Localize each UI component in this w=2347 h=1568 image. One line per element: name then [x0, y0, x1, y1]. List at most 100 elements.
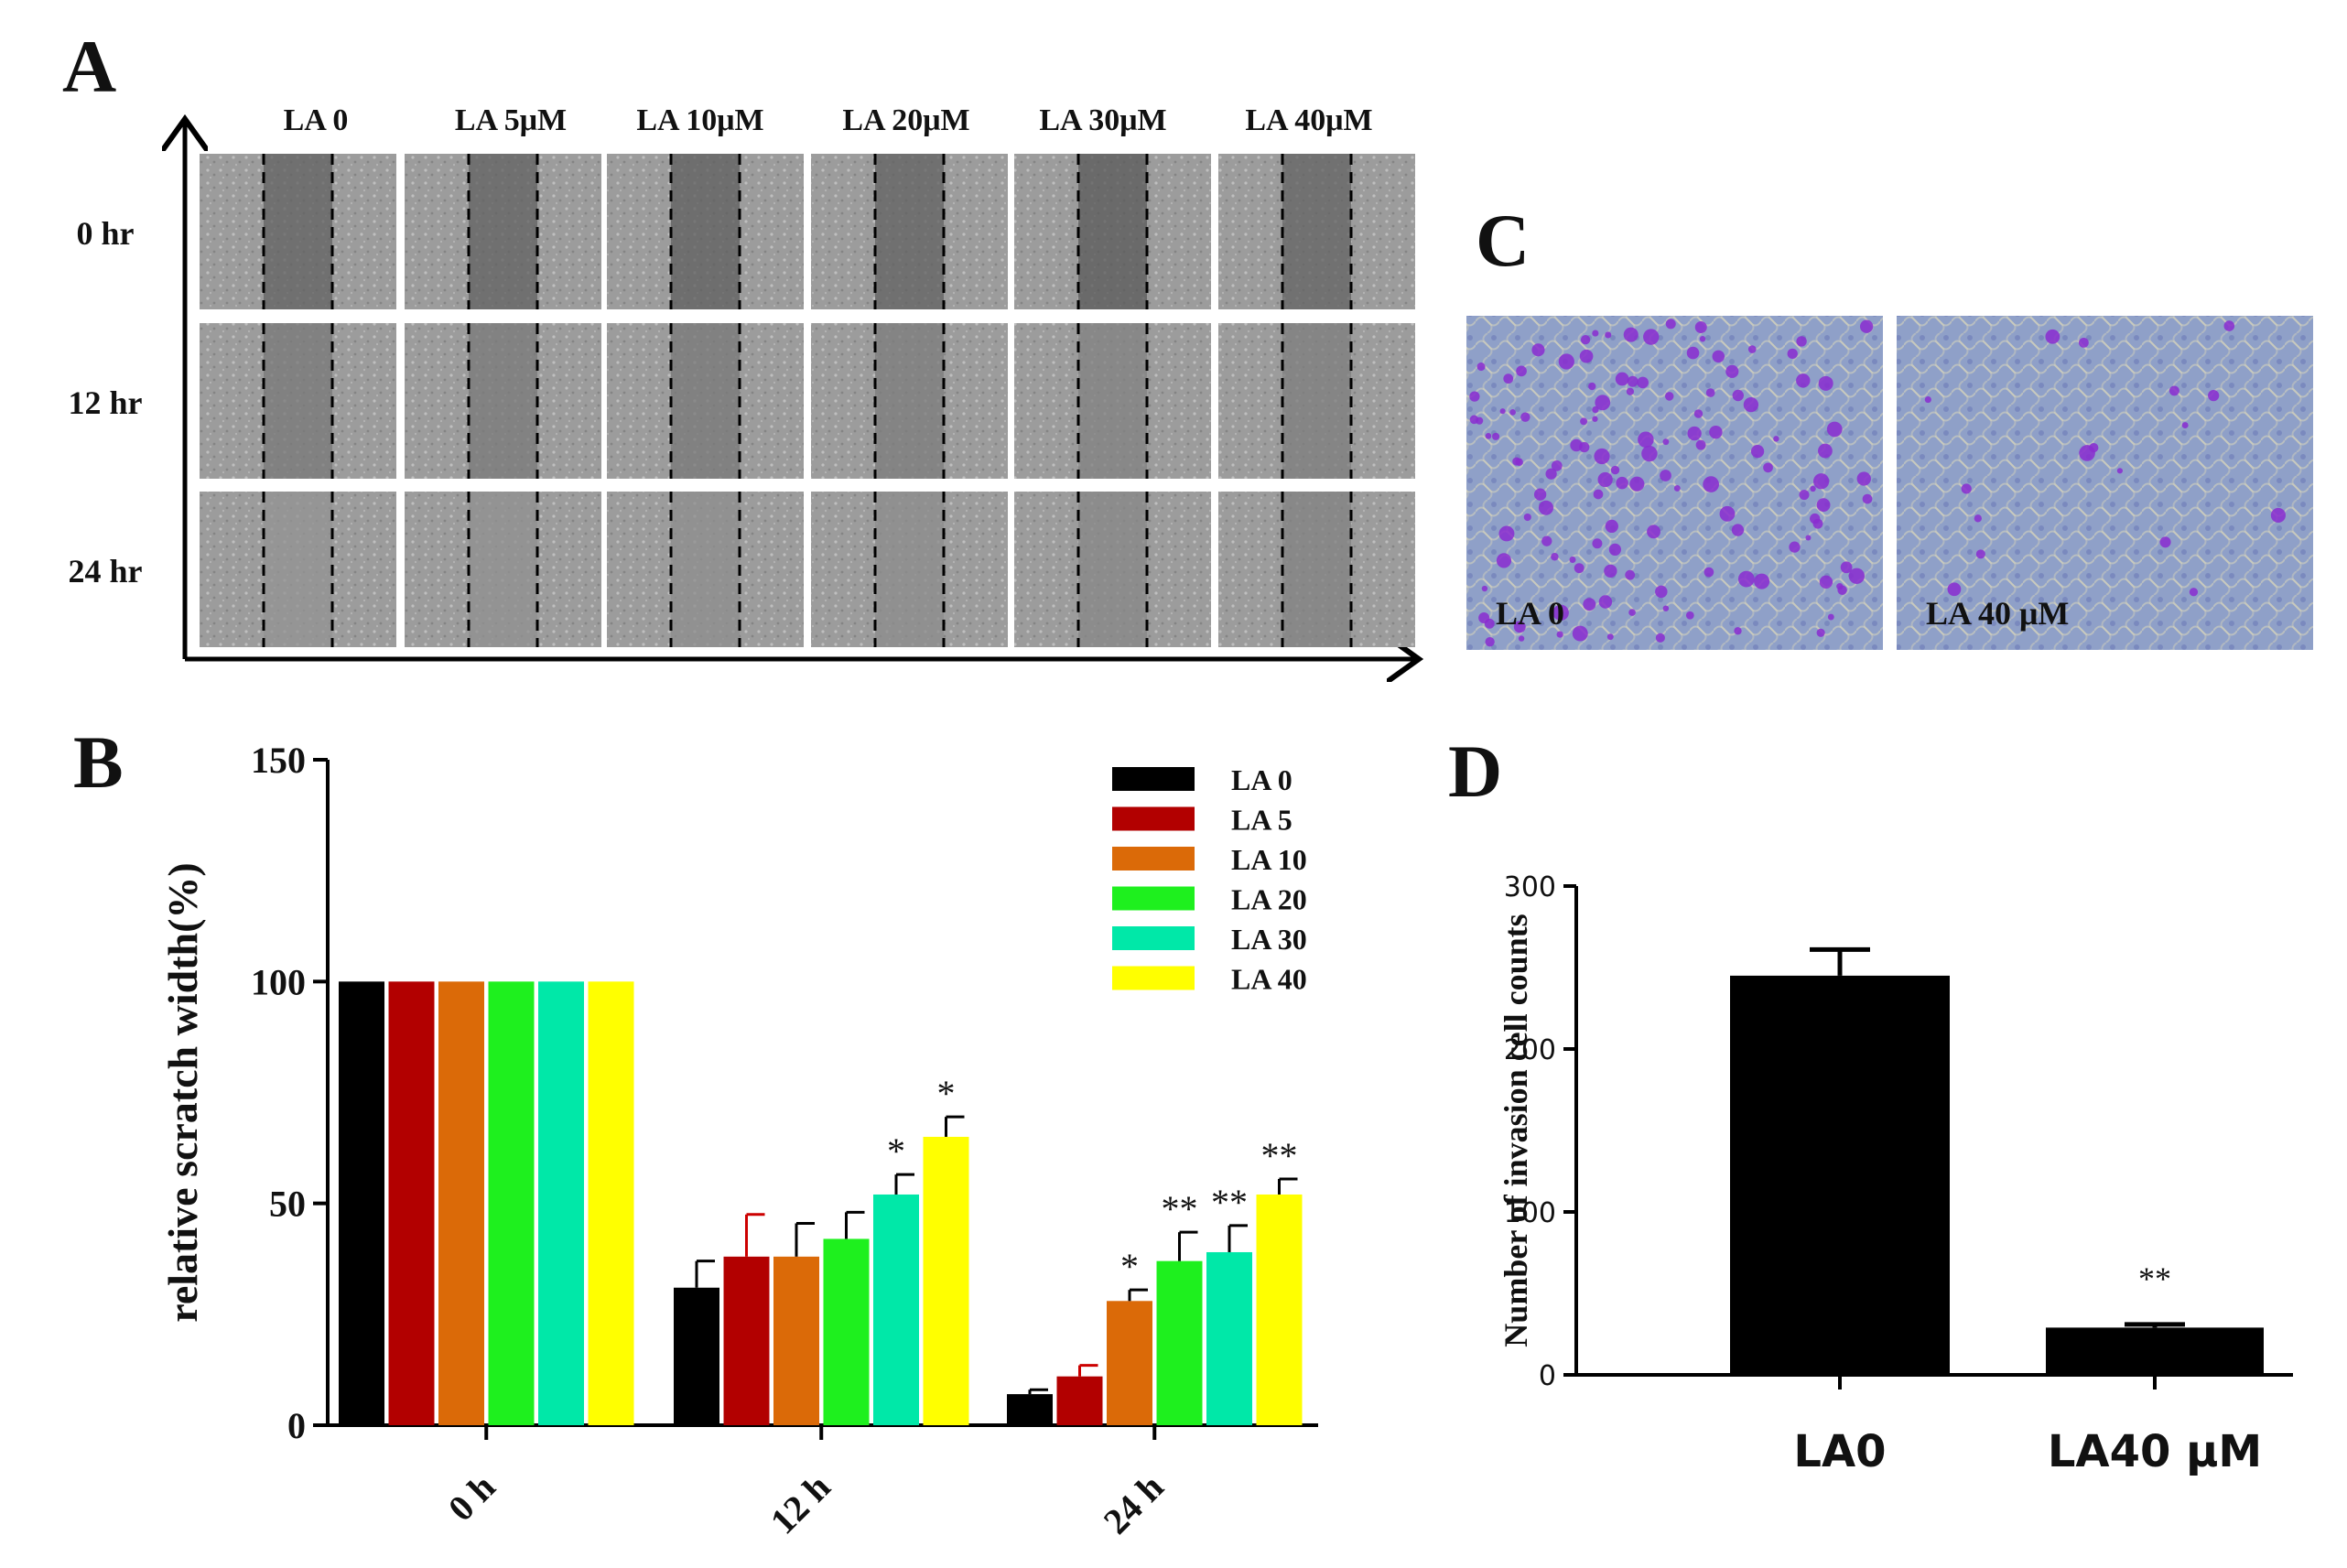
stained-cell [1597, 471, 1613, 488]
y-tick-label: 150 [251, 740, 306, 781]
scratch-gap [671, 323, 740, 479]
stained-cell [1974, 514, 1982, 523]
stained-cell [1859, 319, 1874, 333]
stained-cell [1665, 319, 1676, 330]
stained-cell [1605, 331, 1612, 339]
stained-cell [1660, 470, 1671, 481]
stained-cell [1773, 436, 1779, 442]
scratch-gap [875, 492, 944, 647]
stained-cell [1695, 439, 1706, 450]
stained-cell [1595, 395, 1611, 411]
stained-cell [1816, 628, 1825, 637]
stained-cell [1538, 500, 1554, 515]
stained-cell [1523, 513, 1531, 522]
stained-cell [1616, 476, 1628, 490]
stained-cell [1709, 425, 1723, 439]
stained-cell [1705, 388, 1715, 397]
stained-cell [1512, 457, 1521, 466]
stained-cell [1812, 518, 1823, 529]
stained-cell [1580, 417, 1588, 426]
stained-cell [1545, 468, 1557, 480]
stained-cell [1496, 553, 1512, 568]
stained-cell [1610, 465, 1620, 475]
scratch-gap [671, 492, 740, 647]
significance-marker: ** [1211, 1182, 1248, 1223]
legend-label: LA 40 [1231, 963, 1307, 996]
bar [674, 1287, 719, 1425]
stained-cell [2223, 320, 2235, 331]
stained-cell [1961, 483, 1972, 494]
y-tick-label: 50 [269, 1184, 306, 1225]
stained-cell [1629, 476, 1645, 492]
scratch-gap [1282, 492, 1351, 647]
stained-cell [1856, 471, 1871, 486]
bar [2046, 1327, 2264, 1375]
stained-cell [1743, 396, 1759, 413]
stained-cell [1699, 336, 1706, 342]
panel-letter-c: C [1476, 199, 1530, 282]
stained-cell [1796, 373, 1811, 388]
stained-cell [1693, 409, 1703, 418]
column-label: LA 40μM [1245, 103, 1372, 137]
stained-cell [2270, 507, 2286, 524]
bar [339, 981, 384, 1425]
bar [488, 981, 535, 1425]
stained-cell [1712, 350, 1725, 363]
stained-cell [1551, 460, 1563, 471]
stained-cell [1840, 561, 1853, 574]
stained-cell [1594, 448, 1610, 465]
stained-cell [1608, 543, 1622, 557]
row-label: 12 hr [69, 384, 143, 421]
stained-cell [1598, 595, 1613, 609]
stained-cell [1686, 346, 1700, 360]
stained-cell [1818, 443, 1833, 459]
stained-cell [1531, 343, 1545, 357]
scratch-gap [469, 154, 537, 309]
scratch-gap [264, 323, 332, 479]
stained-cell [1685, 611, 1694, 620]
x-tick-label: 0 h [440, 1466, 503, 1530]
stained-cell [2045, 329, 2060, 344]
scratch-gap [264, 492, 332, 647]
stained-cell [1498, 525, 1515, 542]
x-tick-label: 24 h [1096, 1466, 1172, 1542]
scratch-gap [1078, 154, 1147, 309]
stained-cell [1509, 409, 1517, 416]
y-tick-label: 200 [1504, 1034, 1556, 1066]
stained-cell [1947, 582, 1962, 597]
stained-cell [1583, 598, 1596, 611]
significance-marker: ** [1261, 1135, 1298, 1176]
bar [1107, 1301, 1152, 1425]
column-label: LA 0 [284, 103, 349, 137]
stained-cell [1628, 609, 1636, 616]
stained-cell [2208, 390, 2220, 402]
legend-label: LA 30 [1231, 923, 1307, 956]
panel-letter-b: B [73, 720, 124, 804]
y-axis-label: relative scratch width(%) [159, 862, 206, 1322]
stained-cell [1787, 348, 1798, 360]
column-label: LA 10μM [636, 103, 763, 137]
stained-cell [1725, 364, 1739, 378]
stained-cell [1703, 476, 1719, 492]
stained-cell [1643, 329, 1660, 345]
legend-label: LA 0 [1231, 763, 1292, 796]
bar [438, 981, 484, 1425]
y-tick-label: 0 [1539, 1360, 1556, 1392]
stained-cell [1638, 431, 1654, 449]
stained-cell [1623, 327, 1639, 342]
stained-cell [1469, 415, 1479, 425]
stained-cell [1812, 473, 1830, 490]
scratch-gap [671, 154, 740, 309]
scratch-gap [1078, 492, 1147, 647]
stained-cell [1763, 462, 1773, 473]
chart-d-invasion-counts: 0 100 200 300 Number of invasion cell counts… [1498, 871, 2293, 1477]
legend-swatch [1112, 767, 1195, 791]
significance-marker: * [1120, 1246, 1139, 1287]
stained-cell [1647, 524, 1660, 539]
stained-cell [1592, 406, 1599, 414]
row-label: 24 hr [69, 553, 143, 589]
y-axis-label: Number of invasion cell counts [1498, 914, 1534, 1346]
legend-swatch [1112, 886, 1195, 911]
stained-cell [1737, 570, 1755, 588]
stained-cell [1513, 621, 1526, 633]
